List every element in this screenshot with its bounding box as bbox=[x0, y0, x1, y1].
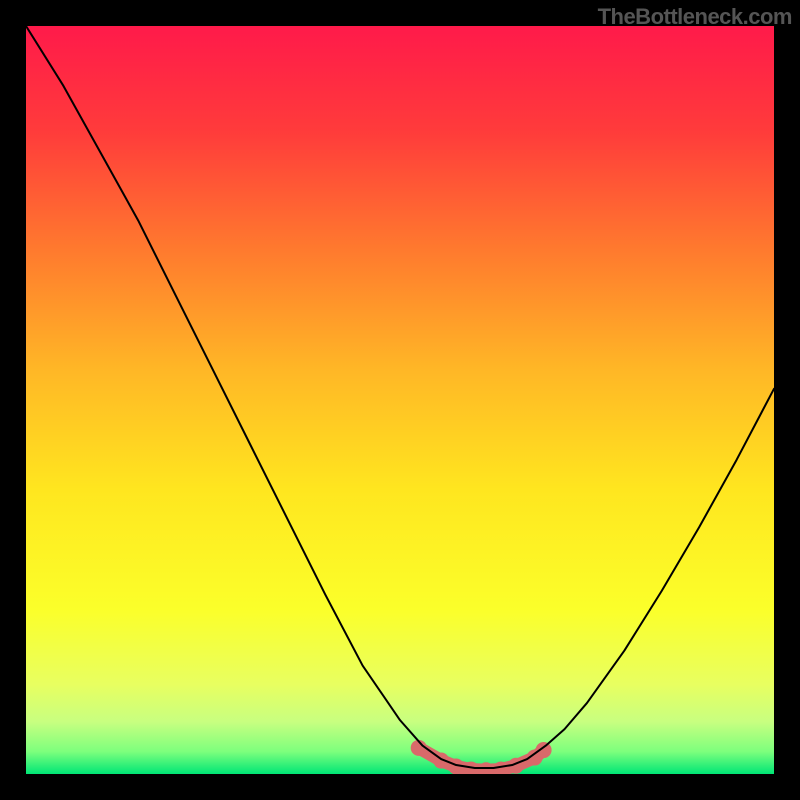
chart-container: { "meta": { "watermark": "TheBottleneck.… bbox=[0, 0, 800, 800]
watermark-text: TheBottleneck.com bbox=[598, 4, 792, 30]
plot-area bbox=[26, 26, 774, 774]
bottleneck-curve bbox=[26, 26, 774, 768]
curve-layer bbox=[26, 26, 774, 774]
